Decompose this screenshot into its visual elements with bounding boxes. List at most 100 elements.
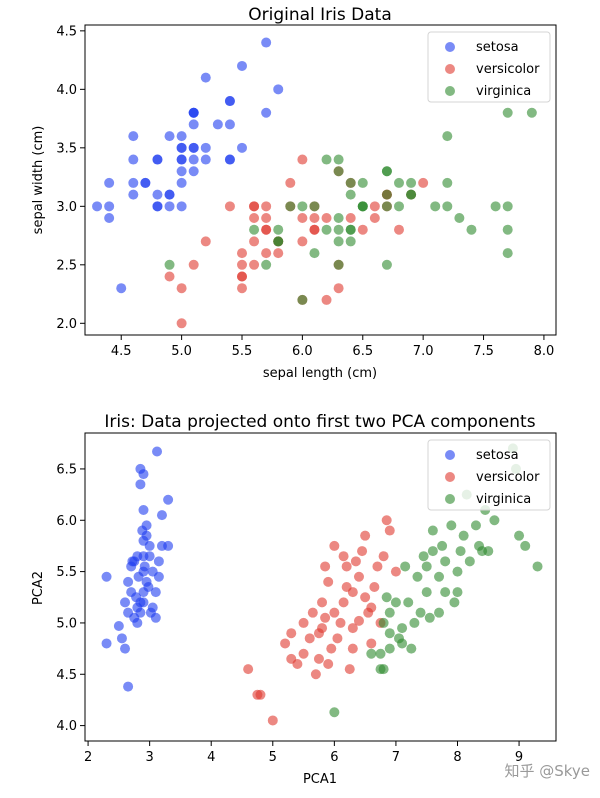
point-virginica-10 xyxy=(403,597,414,608)
point-setosa-8 xyxy=(104,213,115,224)
legend-marker-setosa xyxy=(445,450,455,460)
point-setosa-2 xyxy=(113,621,124,632)
point-versicolor-35 xyxy=(297,154,308,165)
point-setosa-22 xyxy=(128,131,139,142)
y-tick-label: 2.0 xyxy=(56,317,77,332)
point-versicolor-19 xyxy=(323,576,334,587)
point-versicolor-7 xyxy=(292,659,303,669)
point-virginica-3 xyxy=(375,648,386,659)
point-virginica-3 xyxy=(333,213,344,224)
point-versicolor-16 xyxy=(317,597,328,608)
point-versicolor-4 xyxy=(280,638,291,649)
point-virginica-47 xyxy=(357,201,368,212)
point-versicolor-45 xyxy=(261,201,272,212)
point-virginica-37 xyxy=(483,546,494,557)
legend-label-setosa: setosa xyxy=(476,40,519,55)
legend-marker-versicolor xyxy=(445,472,455,482)
point-versicolor-7 xyxy=(164,271,175,282)
y-tick-label: 2.5 xyxy=(56,258,77,273)
legend-marker-versicolor xyxy=(445,64,455,74)
point-versicolor-42 xyxy=(338,551,349,562)
point-versicolor-44 xyxy=(353,615,364,626)
point-versicolor-49 xyxy=(320,561,331,572)
y-tick-label: 4.0 xyxy=(56,719,77,734)
point-versicolor-23 xyxy=(338,597,349,608)
point-virginica-19 xyxy=(440,587,451,598)
point-versicolor-29 xyxy=(350,556,361,567)
point-setosa-15 xyxy=(261,37,272,48)
chart-title: Iris: Data projected onto first two PCA … xyxy=(104,412,535,432)
point-setosa-30 xyxy=(152,189,163,200)
point-versicolor-43 xyxy=(176,283,187,294)
point-virginica-23 xyxy=(333,236,344,247)
point-setosa-4 xyxy=(120,643,131,654)
point-virginica-9 xyxy=(442,131,453,142)
legend-label-versicolor: versicolor xyxy=(476,470,540,485)
point-virginica-2 xyxy=(378,664,389,675)
point-setosa-46 xyxy=(127,556,138,567)
point-virginica-46 xyxy=(424,612,435,623)
x-tick-label: 6 xyxy=(330,750,338,765)
point-setosa-9 xyxy=(123,576,134,587)
y-axis-ticks: 4.0 4.5 5.0 5.5 6.0 6.5 xyxy=(56,462,85,734)
point-versicolor-46 xyxy=(261,213,272,224)
point-setosa-27 xyxy=(135,463,146,474)
point-setosa-35 xyxy=(176,177,187,188)
point-setosa-42 xyxy=(152,446,163,457)
y-tick-label: 3.0 xyxy=(56,200,77,215)
point-virginica-24 xyxy=(458,530,469,541)
point-setosa-33 xyxy=(150,587,161,598)
point-setosa-18 xyxy=(261,107,272,118)
point-versicolor-4 xyxy=(357,224,368,235)
y-tick-label: 5.5 xyxy=(56,565,77,580)
x-axis-label: PCA1 xyxy=(303,772,337,787)
point-versicolor-24 xyxy=(345,213,356,224)
point-virginica-38 xyxy=(406,643,417,654)
point-virginica-42 xyxy=(449,597,460,608)
legend-label-setosa: setosa xyxy=(476,448,519,463)
point-versicolor-5 xyxy=(286,628,297,639)
point-versicolor-19 xyxy=(249,259,260,270)
legend-label-virginica: virginica xyxy=(476,84,531,99)
point-setosa-47 xyxy=(128,177,139,188)
point-setosa-47 xyxy=(145,607,156,618)
point-setosa-45 xyxy=(152,201,163,212)
point-virginica-19 xyxy=(297,294,308,305)
point-versicolor-41 xyxy=(390,566,401,577)
point-versicolor-44 xyxy=(249,236,260,247)
point-virginica-40 xyxy=(390,597,401,608)
point-setosa-49 xyxy=(176,166,187,177)
point-setosa-18 xyxy=(135,607,146,618)
point-virginica-34 xyxy=(532,561,543,572)
point-setosa-29 xyxy=(140,177,151,188)
point-virginica-30 xyxy=(466,224,477,235)
point-virginica-6 xyxy=(164,259,175,270)
point-virginica-43 xyxy=(394,177,404,188)
point-versicolor-40 xyxy=(384,525,395,536)
point-versicolor-0 xyxy=(418,177,429,188)
point-virginica-36 xyxy=(427,525,438,536)
point-virginica-13 xyxy=(261,259,272,270)
point-virginica-38 xyxy=(297,201,308,212)
point-versicolor-29 xyxy=(261,248,272,259)
x-axis-ticks: 4.5 5.0 5.5 6.0 6.5 7.0 7.5 8.0 xyxy=(111,335,554,359)
point-versicolor-8 xyxy=(298,648,309,659)
point-versicolor-15 xyxy=(317,623,328,634)
point-versicolor-47 xyxy=(321,213,332,224)
point-setosa-1 xyxy=(101,638,112,649)
point-versicolor-28 xyxy=(347,623,358,634)
chart-original-iris: Original Iris Data 4.5 5.0 5.5 6.0 6.5 7.0 7.5… xyxy=(31,5,557,381)
point-setosa-45 xyxy=(143,582,154,592)
point-versicolor-25 xyxy=(369,201,380,212)
point-setosa-48 xyxy=(212,119,223,130)
point-virginica-45 xyxy=(381,201,392,212)
data-points xyxy=(92,37,537,329)
point-versicolor-8 xyxy=(369,213,380,224)
point-setosa-24 xyxy=(138,505,149,515)
chart-title: Original Iris Data xyxy=(248,5,392,25)
x-tick-label: 3 xyxy=(146,750,154,765)
point-setosa-1 xyxy=(164,201,175,212)
point-setosa-44 xyxy=(131,592,142,603)
point-setosa-48 xyxy=(133,571,144,582)
point-setosa-5 xyxy=(123,681,134,692)
